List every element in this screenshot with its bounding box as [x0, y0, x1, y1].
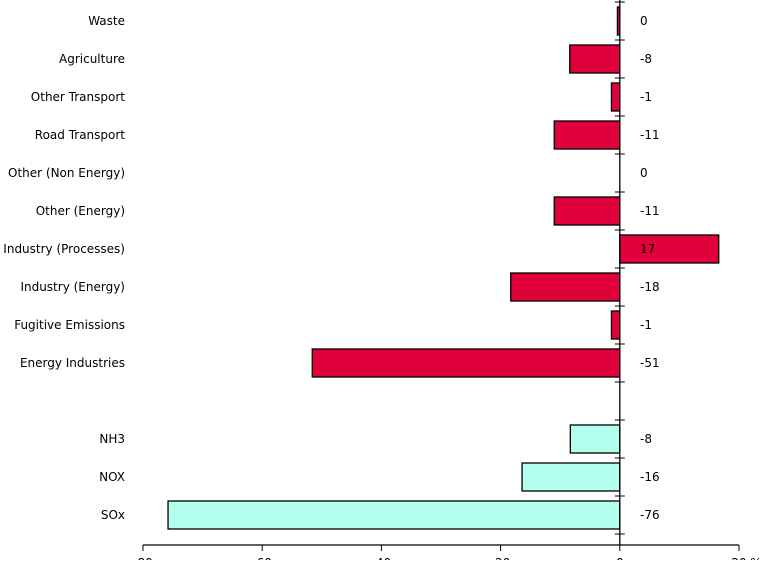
- category-label: Industry (Processes): [3, 242, 125, 256]
- category-label: Other (Non Energy): [8, 166, 125, 180]
- bar-energy-industries: [311, 348, 621, 378]
- category-label: NH3: [99, 432, 125, 446]
- data-label: 0: [640, 166, 648, 180]
- data-label: -11: [640, 204, 660, 218]
- x-tick-label: 20: [731, 556, 746, 560]
- category-label: Fugitive Emissions: [14, 318, 125, 332]
- bar-road-transport: [553, 120, 621, 150]
- x-tick-label: 0: [616, 556, 624, 560]
- category-label: Other Transport: [31, 90, 125, 104]
- category-label: Agriculture: [59, 52, 125, 66]
- category-label: Other (Energy): [36, 204, 125, 218]
- x-tick-label: -80: [133, 556, 153, 560]
- category-label: SOx: [101, 508, 125, 522]
- bar-other-energy-: [553, 196, 621, 226]
- category-label: Energy Industries: [20, 356, 125, 370]
- data-label: -1: [640, 90, 652, 104]
- data-label: -8: [640, 432, 652, 446]
- bar-fugitive-emissions: [610, 310, 621, 340]
- x-axis-unit-label: %: [750, 556, 761, 560]
- data-label: -1: [640, 318, 652, 332]
- x-tick-label: -20: [491, 556, 511, 560]
- bar-agriculture: [569, 44, 621, 74]
- data-label: -76: [640, 508, 660, 522]
- category-label: NOX: [99, 470, 125, 484]
- x-tick-label: -40: [372, 556, 392, 560]
- bar-nh3: [569, 424, 621, 454]
- data-label: -51: [640, 356, 660, 370]
- data-label: -18: [640, 280, 660, 294]
- category-label: Waste: [88, 14, 125, 28]
- category-label: Industry (Energy): [20, 280, 125, 294]
- bar-industry-processes-: [619, 234, 720, 264]
- data-label: -16: [640, 470, 660, 484]
- data-label: 17: [640, 242, 655, 256]
- bar-industry-energy-: [510, 272, 621, 302]
- bar-other-transport: [610, 82, 621, 112]
- bar-nox: [521, 462, 621, 492]
- data-label: 0: [640, 14, 648, 28]
- bar-sox: [167, 500, 621, 530]
- category-label: Road Transport: [35, 128, 126, 142]
- x-tick-label: -60: [252, 556, 272, 560]
- data-label: -8: [640, 52, 652, 66]
- data-label: -11: [640, 128, 660, 142]
